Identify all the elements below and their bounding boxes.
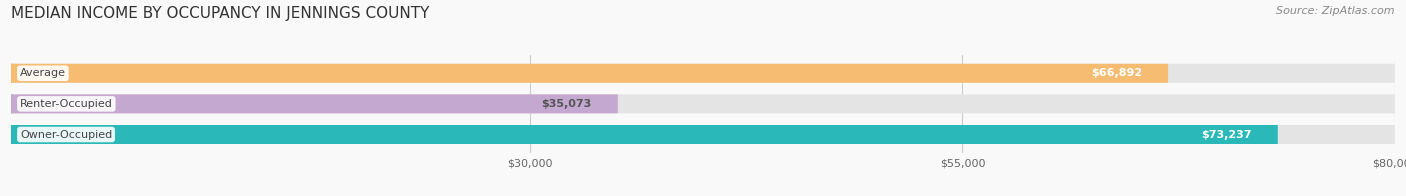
Text: Source: ZipAtlas.com: Source: ZipAtlas.com: [1277, 6, 1395, 16]
Text: $66,892: $66,892: [1091, 68, 1142, 78]
Text: $35,073: $35,073: [541, 99, 592, 109]
FancyBboxPatch shape: [11, 125, 1395, 144]
FancyBboxPatch shape: [11, 64, 1168, 83]
FancyBboxPatch shape: [11, 125, 1278, 144]
Text: Average: Average: [20, 68, 66, 78]
FancyBboxPatch shape: [11, 94, 1395, 113]
Text: Owner-Occupied: Owner-Occupied: [20, 130, 112, 140]
Text: MEDIAN INCOME BY OCCUPANCY IN JENNINGS COUNTY: MEDIAN INCOME BY OCCUPANCY IN JENNINGS C…: [11, 6, 430, 21]
FancyBboxPatch shape: [11, 64, 1395, 83]
FancyBboxPatch shape: [11, 94, 617, 113]
Text: Renter-Occupied: Renter-Occupied: [20, 99, 112, 109]
Text: $73,237: $73,237: [1201, 130, 1251, 140]
